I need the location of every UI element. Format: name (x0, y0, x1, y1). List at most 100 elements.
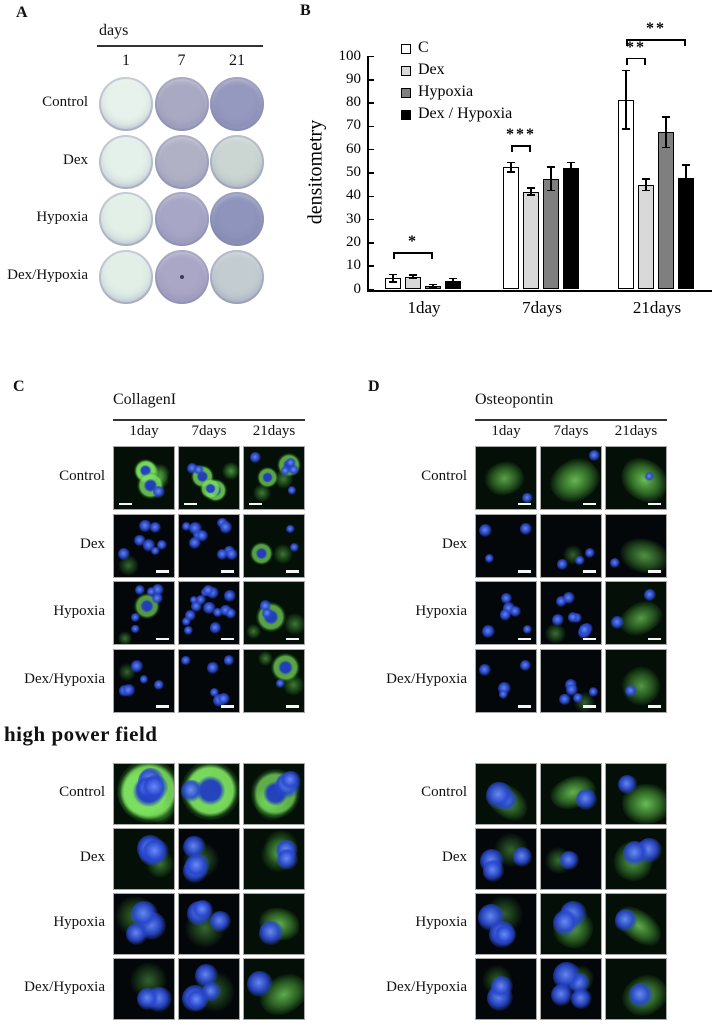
green-cytoplasm-blob (612, 449, 666, 509)
error-bar-cap-bottom (389, 281, 397, 283)
legend-item: Hypoxia (401, 83, 551, 104)
well-plate-row-label: Hypoxia (36, 209, 88, 225)
error-bar-line (625, 70, 627, 129)
blue-nucleus (588, 449, 600, 461)
panel-a-days-underline (97, 45, 263, 47)
legend-item: Dex / Hypoxia (401, 105, 551, 126)
micrograph-cell (178, 446, 240, 510)
legend-swatch (401, 66, 411, 76)
blue-nucleus (150, 522, 162, 533)
blue-nucleus (209, 687, 220, 698)
micrograph-cell (113, 446, 175, 510)
sig-bracket-leg (529, 145, 531, 153)
error-bar-cap-top (527, 187, 535, 189)
blue-nucleus (563, 591, 575, 604)
blue-nucleus (567, 611, 579, 623)
micrograph-cell (605, 581, 667, 645)
micrograph-cell (475, 763, 537, 825)
blue-nucleus (153, 486, 166, 499)
blue-nucleus (628, 983, 654, 1008)
error-bar-cap-bottom (547, 189, 555, 192)
error-bar-cap-top (567, 161, 575, 164)
blue-nucleus (499, 690, 509, 699)
y-axis-tick (369, 55, 374, 58)
blue-nucleus (154, 679, 164, 690)
green-stain-patch (283, 613, 304, 636)
blue-nucleus (571, 988, 592, 1009)
culture-well (210, 249, 264, 304)
blue-nucleus (142, 839, 169, 866)
blue-nucleus (572, 693, 583, 704)
micrograph-col-label: 1day (129, 423, 159, 439)
sig-bracket-leg (644, 57, 646, 65)
micrograph-row-label: Dex (442, 535, 467, 552)
micrograph-row-label: Dex/Hypoxia (24, 979, 105, 995)
micrograph-col-label: 7days (191, 423, 227, 439)
blue-nucleus (151, 546, 161, 556)
chart-bar (678, 177, 694, 290)
blue-nucleus (184, 626, 193, 636)
error-bar-line (570, 162, 572, 175)
blue-nucleus (210, 910, 231, 932)
sig-bracket-leg (626, 39, 628, 47)
blue-nucleus (276, 849, 298, 871)
y-axis-tick (369, 218, 374, 221)
panel-c-title: CollagenI (113, 391, 177, 408)
micrograph-cell (178, 581, 240, 645)
error-bar-line (432, 284, 434, 287)
blue-nucleus (644, 472, 654, 482)
scale-bar (286, 570, 299, 573)
micrograph-cell (243, 581, 305, 645)
micrograph-row-label: Control (421, 784, 467, 800)
micrograph-col-label: 7days (553, 423, 589, 439)
blue-nucleus (588, 687, 599, 697)
green-stain-patch (272, 543, 293, 564)
micrograph-cell (540, 828, 602, 890)
blue-nucleus (614, 909, 638, 932)
blue-nucleus (286, 458, 297, 469)
error-bar-cap-top (622, 69, 630, 72)
y-axis-tick-label: 40 (346, 187, 361, 204)
green-stain-patch (246, 623, 262, 639)
y-axis-tick-label: 60 (346, 140, 361, 157)
x-axis-category-label: 1day (407, 297, 441, 317)
legend-item: Dex (401, 61, 551, 82)
error-bar-line (530, 188, 532, 196)
y-axis-tick-label: 10 (346, 257, 361, 274)
error-bar-line (510, 162, 512, 172)
blue-nucleus (185, 853, 210, 879)
error-bar-cap-top (429, 283, 437, 286)
micrograph-cell (540, 446, 602, 510)
error-bar-line (685, 164, 687, 191)
micrograph-cell (475, 828, 537, 890)
blue-nucleus (576, 789, 598, 811)
chart-bar (503, 167, 519, 290)
error-bar-cap-bottom (527, 194, 535, 196)
error-bar-line (550, 167, 552, 191)
blue-nucleus (512, 847, 533, 867)
blue-nucleus (289, 465, 299, 475)
sig-bracket-top (511, 145, 531, 147)
blue-nucleus (186, 989, 208, 1012)
error-bar-line (412, 275, 414, 279)
scale-bar (156, 637, 169, 640)
scale-bar (648, 502, 661, 505)
x-axis-category-label: 21days (632, 297, 682, 317)
blue-nucleus (552, 962, 581, 991)
error-bar-line (392, 274, 394, 283)
micrograph-cell (475, 648, 537, 713)
blue-nucleus (130, 624, 140, 634)
micrograph-cell (540, 648, 602, 713)
sig-stars: *** (506, 126, 536, 144)
sig-bracket-top (626, 57, 646, 60)
sig-stars: ** (646, 20, 666, 38)
culture-well (210, 192, 264, 246)
error-bar-cap-bottom (449, 283, 457, 285)
well-plate-col-label: 1 (122, 52, 130, 69)
culture-well (210, 77, 264, 131)
micrograph-row-label: Hypoxia (415, 603, 467, 619)
error-bar-cap-bottom (507, 171, 515, 173)
blue-nucleus (551, 614, 564, 627)
micrograph-col-label: 21days (252, 423, 296, 439)
micrograph-row-label: Dex/Hypoxia (386, 979, 467, 995)
